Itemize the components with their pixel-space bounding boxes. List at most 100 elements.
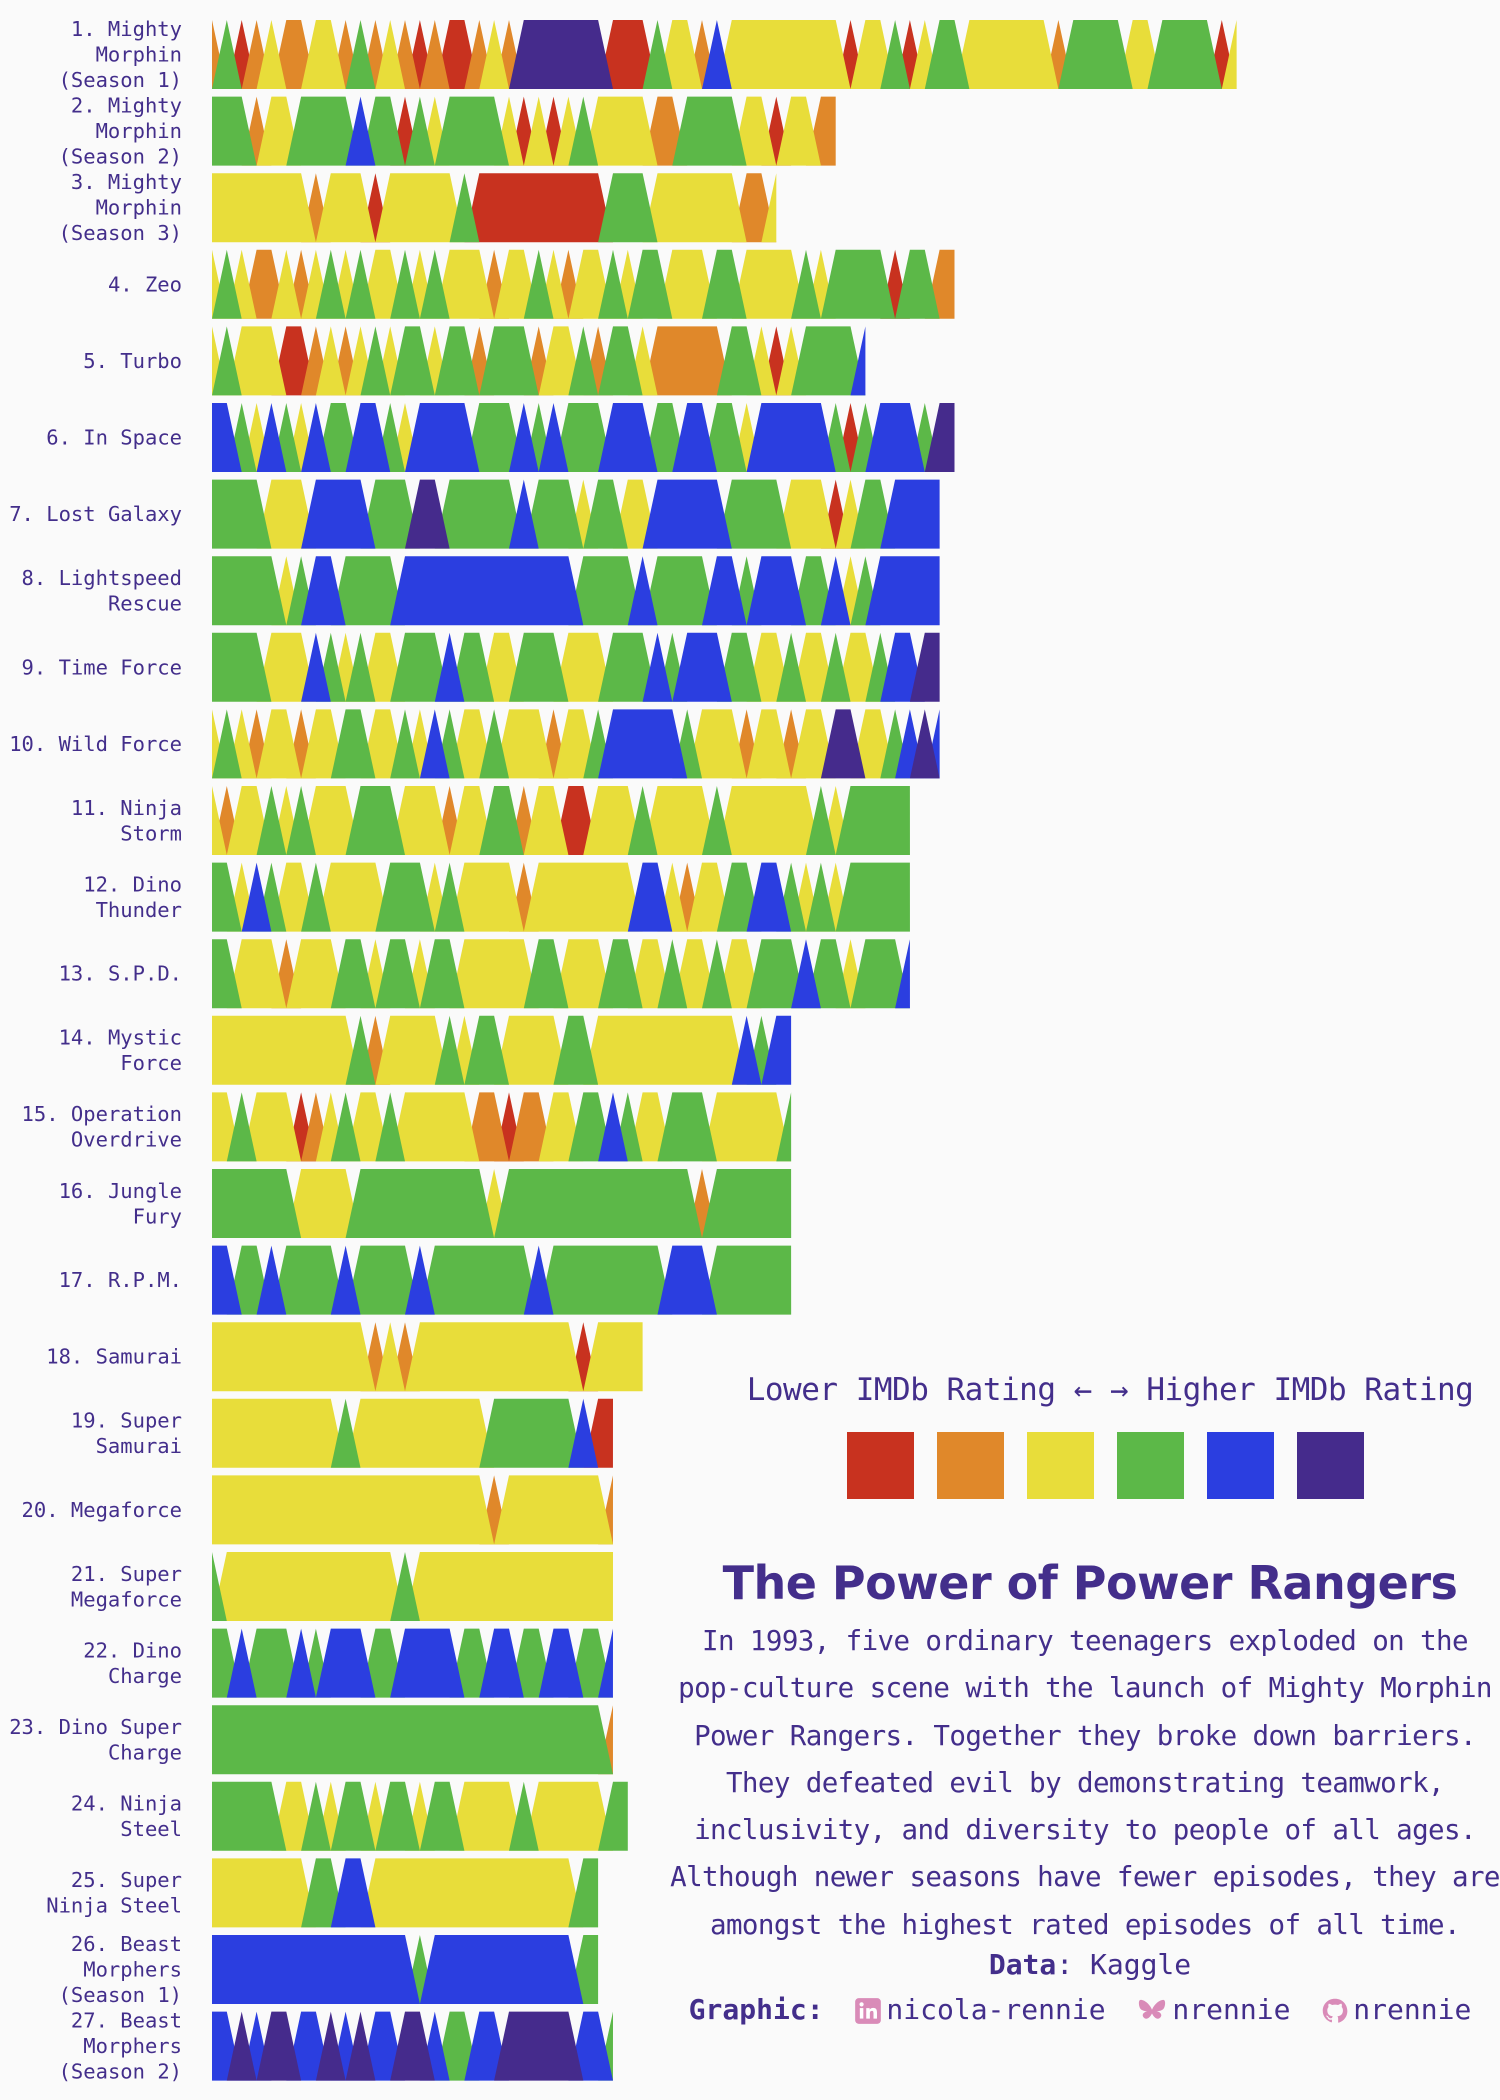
rating-band [212,403,955,472]
rating-band [212,1475,613,1545]
rating-band [212,862,910,932]
season-label-line: Morphin [96,43,182,67]
season-row: 13. S.P.D. [59,939,910,1009]
season-label-line: 21. Super [71,1562,182,1586]
bluesky-handle[interactable]: nrennie [1172,1993,1291,2026]
season-label: 20. Megaforce [22,1498,182,1522]
season-label-line: Morphin [96,119,182,143]
season-label: 16. Jungle Fury [59,1179,182,1229]
season-label: 7. Lost Galaxy [9,502,182,526]
season-label-line: 12. Dino [83,872,182,896]
season-row: 25. Super Ninja Steel [46,1858,599,1928]
rating-band [212,1015,792,1085]
butterfly-icon [1139,1999,1166,2019]
season-label-line: (Season 2) [59,2060,182,2084]
season-row: 5. Turbo [83,326,866,396]
season-label: 22. Dino Charge [83,1638,182,1688]
data-source-text: : Kaggle [1056,1948,1192,1981]
season-row: 10. Wild Force [9,709,940,779]
season-row: 1. Mighty Morphin (Season 1) [59,17,1237,92]
legend-swatch [1027,1432,1094,1499]
season-label: 18. Samurai [46,1345,182,1369]
season-label-line: 7. Lost Galaxy [9,502,182,526]
season-label-line: (Season 1) [59,1983,182,2007]
season-label: 23. Dino Super Charge [9,1715,182,1765]
season-row: 17. R.P.M. [59,1245,792,1315]
season-row: 22. Dino Charge [83,1628,613,1698]
season-row: 16. Jungle Fury [59,1169,792,1238]
season-row: 2. Mighty Morphin (Season 2) [59,94,836,169]
rating-band [212,1169,792,1238]
rating-band [212,556,940,626]
chart-title: The Power of Power Rangers [722,1556,1458,1610]
season-label-line: Morphers [83,1958,182,1982]
season-label-line: 19. Super [71,1409,182,1433]
graphic-credit: Graphic: nicola-rennie nrennie nrennie [688,1993,1472,2026]
season-label-line: Force [120,1051,182,1075]
legend-title: Lower IMDb Rating ← → Higher IMDb Rating [740,1372,1480,1408]
season-row: 27. Beast Morphers (Season 2) [59,2009,613,2084]
rating-band [212,249,955,319]
legend-high-label: → Higher IMDb Rating [1110,1372,1474,1408]
github-handle[interactable]: nrennie [1353,1993,1472,2026]
season-label: 15. Operation Overdrive [22,1102,182,1152]
rating-band [212,1552,613,1621]
rating-band [212,1705,613,1775]
season-row: 11. Ninja Storm [71,786,910,855]
season-label: 13. S.P.D. [59,962,182,986]
rating-band [212,1398,613,1468]
season-label-line: 22. Dino [83,1638,182,1662]
season-label: 17. R.P.M. [59,1268,182,1292]
rating-band [212,1628,613,1698]
season-row: 24. Ninja Steel [71,1781,628,1851]
season-label: 8. Lightspeed Rescue [22,566,182,616]
rating-band [212,173,777,243]
season-label: 6. In Space [46,426,182,450]
rating-band [212,786,910,855]
rating-band [212,1092,792,1162]
season-row: 23. Dino Super Charge [9,1705,613,1775]
season-label-line: (Season 1) [59,68,182,92]
rating-band [212,403,955,472]
season-label-line: 24. Ninja [71,1792,182,1816]
season-label-line: 3. Mighty [71,170,182,194]
season-label-line: Morphers [83,2034,182,2058]
graphic-label: Graphic [688,1993,807,2026]
season-label-line: 26. Beast [71,1932,182,1956]
legend-swatch [1297,1432,1364,1499]
data-label: Data [988,1948,1057,1981]
rating-band [212,2011,613,2081]
rating-band [212,1552,613,1621]
season-label-line: 1. Mighty [71,17,182,41]
season-label-line: Morphin [96,196,182,220]
season-label: 21. Super Megaforce [71,1562,182,1612]
rating-band [212,1858,599,1928]
linkedin-handle[interactable]: nicola-rennie [886,1993,1106,2026]
season-row: 12. Dino Thunder [83,862,910,932]
season-label: 5. Turbo [83,349,182,373]
season-label-line: 18. Samurai [46,1345,182,1369]
season-label-line: 13. S.P.D. [59,962,182,986]
season-label-line: Fury [133,1204,182,1228]
season-label-line: 8. Lightspeed [22,566,182,590]
season-row: 18. Samurai [46,1322,643,1392]
season-row: 15. Operation Overdrive [22,1092,792,1162]
season-label-line: Samurai [96,1434,182,1458]
season-row: 26. Beast Morphers (Season 1) [59,1932,599,2007]
season-label-line: 23. Dino Super [9,1715,182,1739]
legend-low-label: Lower IMDb Rating ← [746,1372,1093,1408]
season-row: 8. Lightspeed Rescue [22,556,940,626]
data-source: Data: Kaggle [700,1948,1480,1981]
rating-band [212,1398,613,1468]
season-label: 11. Ninja Storm [71,796,182,846]
rating-band [212,326,866,396]
rating-band [212,1245,792,1315]
rating-band [212,96,836,166]
season-label: 9. Time Force [22,655,182,679]
rating-band [212,786,910,855]
season-row: 21. Super Megaforce [71,1552,613,1621]
rating-band [212,1015,792,1085]
season-label: 14. Mystic Force [59,1026,182,1076]
rating-band [212,1781,628,1851]
rating-band [212,479,940,549]
